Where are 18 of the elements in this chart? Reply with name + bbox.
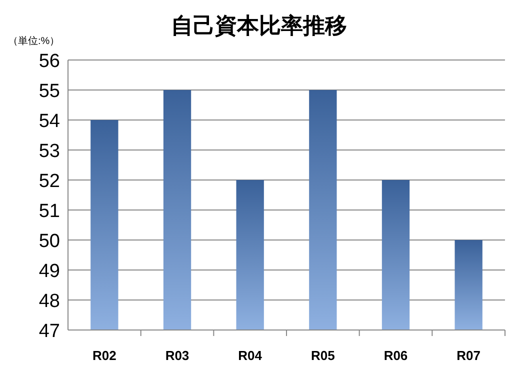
y-tick-label: 56 [38, 51, 60, 72]
y-tick-label: 54 [38, 111, 60, 132]
y-tick-label: 49 [38, 261, 60, 282]
x-tick-label: R05 [310, 348, 335, 363]
y-tick-label: 48 [38, 291, 60, 312]
y-tick-label: 51 [38, 201, 60, 222]
y-axis-title: （単位:%） [8, 35, 60, 47]
y-tick-label: 47 [38, 321, 60, 342]
x-tick-label: R02 [92, 348, 116, 363]
x-tick-label: R07 [456, 348, 481, 363]
chart-title: 自己資本比率推移 [171, 13, 347, 38]
y-tick-label: 50 [38, 231, 60, 252]
y-tick-label: 53 [38, 141, 60, 162]
x-tick-label: R04 [238, 348, 263, 363]
x-tick-label: R03 [165, 348, 190, 363]
y-tick-label: 52 [38, 171, 60, 192]
x-tick-label: R06 [384, 348, 408, 363]
y-tick-label: 55 [38, 81, 60, 102]
